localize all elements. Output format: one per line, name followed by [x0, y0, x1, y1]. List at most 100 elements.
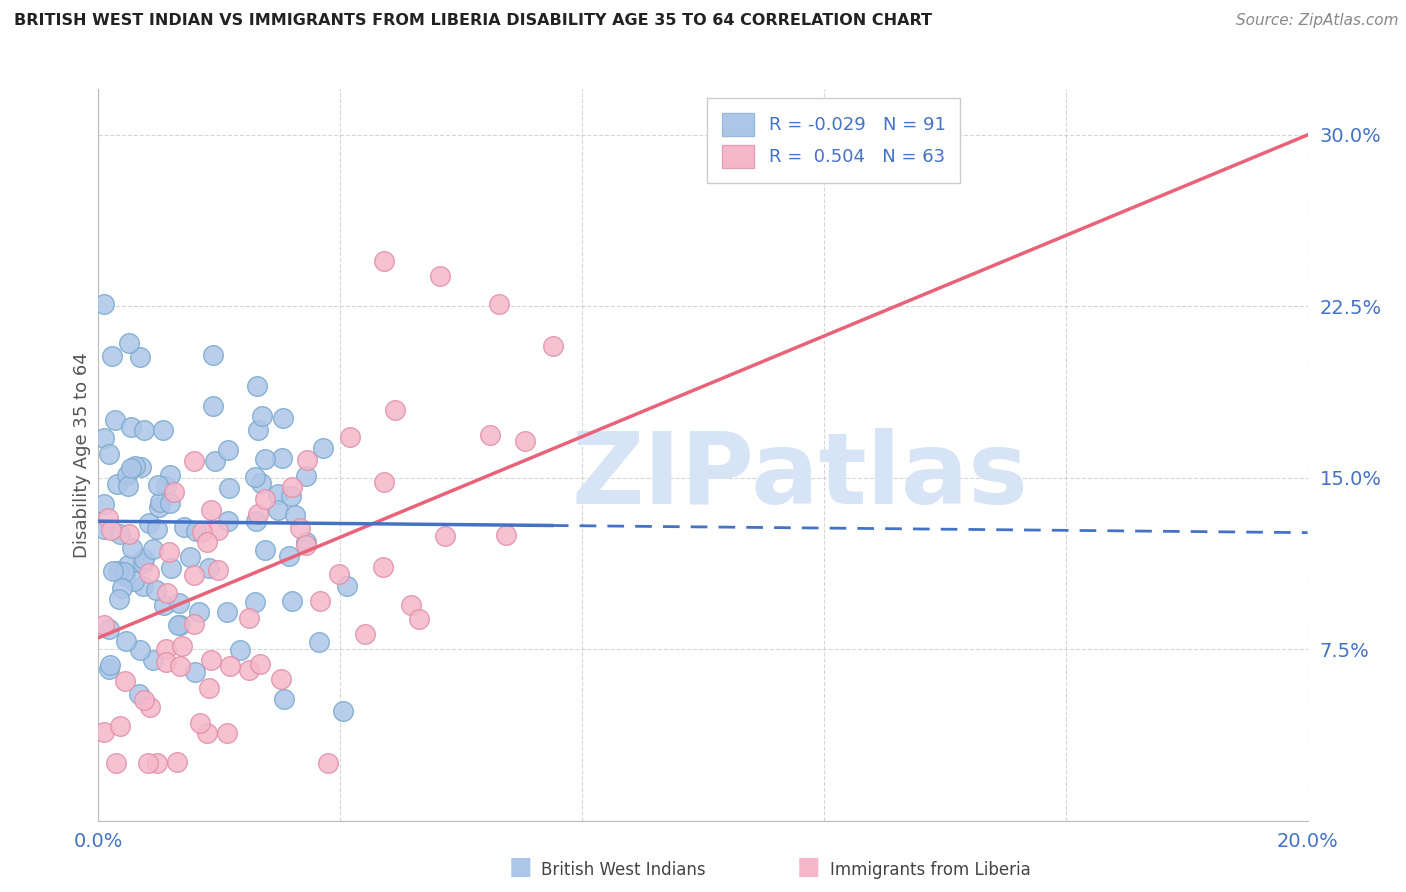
Point — [217, 442, 239, 457]
Point — [115, 467, 138, 482]
Point — [163, 485, 186, 500]
Point — [101, 564, 124, 578]
Point — [101, 350, 124, 364]
Point — [207, 563, 229, 577]
Point — [373, 475, 395, 490]
Point — [195, 726, 218, 740]
Point — [134, 693, 156, 707]
Text: Source: ZipAtlas.com: Source: ZipAtlas.com — [1236, 13, 1399, 29]
Point — [273, 411, 295, 425]
Point — [108, 527, 131, 541]
Point — [169, 659, 191, 673]
Point — [157, 545, 180, 559]
Point — [354, 627, 377, 641]
Point — [183, 567, 205, 582]
Point — [93, 725, 115, 739]
Point — [115, 633, 138, 648]
Point — [243, 595, 266, 609]
Point — [249, 657, 271, 672]
Point — [245, 378, 267, 392]
Point — [478, 428, 501, 442]
Point — [159, 496, 181, 510]
Point — [207, 523, 229, 537]
Point — [246, 508, 269, 522]
Text: BRITISH WEST INDIAN VS IMMIGRANTS FROM LIBERIA DISABILITY AGE 35 TO 64 CORRELATI: BRITISH WEST INDIAN VS IMMIGRANTS FROM L… — [14, 13, 932, 29]
Point — [148, 500, 170, 514]
Point — [104, 413, 127, 427]
Point — [217, 514, 239, 528]
Point — [318, 756, 340, 771]
Point — [114, 569, 136, 583]
Point — [281, 594, 304, 608]
Point — [155, 655, 177, 669]
Point — [93, 297, 115, 311]
Point — [129, 643, 152, 657]
Point — [104, 756, 127, 771]
Point — [98, 658, 121, 673]
Text: ZIPatlas: ZIPatlas — [571, 428, 1028, 525]
Point — [128, 687, 150, 701]
Point — [408, 612, 430, 626]
Y-axis label: Disability Age 35 to 64: Disability Age 35 to 64 — [73, 352, 91, 558]
Point — [132, 579, 155, 593]
Point — [152, 423, 174, 437]
Point — [198, 681, 221, 695]
Point — [132, 552, 155, 566]
Point — [108, 719, 131, 733]
Point — [93, 618, 115, 632]
Point — [139, 700, 162, 714]
Point — [110, 582, 132, 596]
Text: Immigrants from Liberia: Immigrants from Liberia — [830, 861, 1031, 879]
Point — [166, 755, 188, 769]
Point — [93, 497, 115, 511]
Point — [117, 558, 139, 573]
Point — [93, 522, 115, 536]
Point — [129, 350, 152, 364]
Point — [288, 521, 311, 535]
Point — [173, 520, 195, 534]
Point — [98, 622, 121, 636]
Point — [145, 582, 167, 597]
Point — [120, 420, 142, 434]
Point — [280, 489, 302, 503]
Point — [284, 508, 307, 522]
Point — [253, 543, 276, 558]
Point — [183, 617, 205, 632]
Point — [183, 454, 205, 468]
Point — [201, 400, 224, 414]
Point — [373, 253, 395, 268]
Point — [270, 672, 292, 686]
Point — [146, 477, 169, 491]
Point — [200, 503, 222, 517]
Point — [118, 527, 141, 541]
Point — [267, 487, 290, 501]
Point — [118, 335, 141, 350]
Point — [215, 726, 238, 740]
Point — [155, 586, 177, 600]
Point — [117, 478, 139, 492]
Point — [332, 704, 354, 718]
Point — [129, 460, 152, 475]
Point — [201, 347, 224, 361]
Point — [238, 611, 260, 625]
Point — [253, 451, 276, 466]
Point — [132, 423, 155, 437]
Point — [401, 598, 423, 612]
Point — [246, 423, 269, 437]
Point — [136, 756, 159, 771]
Point — [245, 514, 267, 528]
Point — [146, 756, 169, 771]
Point — [204, 454, 226, 468]
Point — [138, 566, 160, 580]
Point — [169, 618, 191, 632]
Point — [384, 403, 406, 417]
Point — [167, 596, 190, 610]
Point — [145, 522, 167, 536]
Point — [238, 663, 260, 677]
Point — [495, 527, 517, 541]
Point — [218, 481, 240, 495]
Point — [295, 452, 318, 467]
Point — [159, 467, 181, 482]
Point — [131, 556, 153, 570]
Point — [267, 503, 290, 517]
